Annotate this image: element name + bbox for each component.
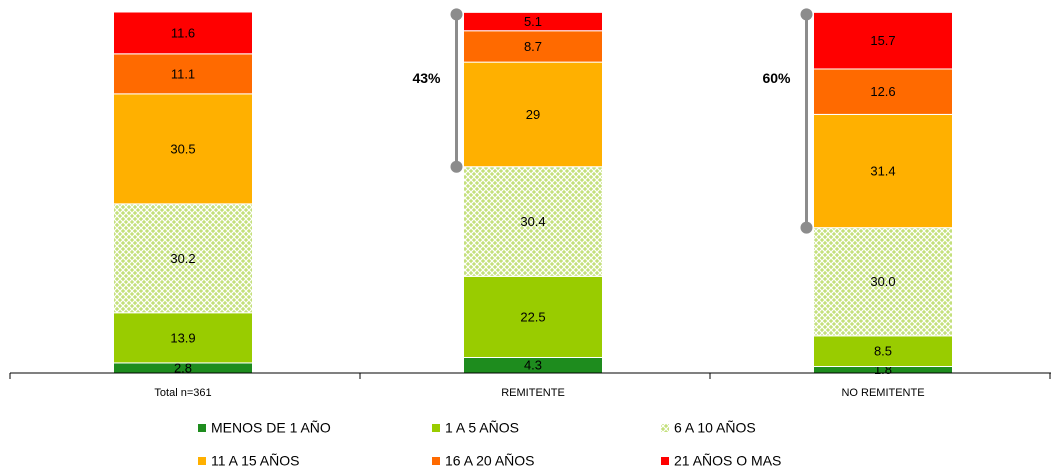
data-label: 8.7 [524, 39, 542, 54]
bar-segment [813, 335, 953, 368]
data-label: 2.8 [174, 360, 192, 375]
bar-segment [813, 11, 953, 70]
data-label: 5.1 [524, 14, 542, 29]
bracket-end [450, 160, 463, 173]
data-label: 13.9 [170, 330, 195, 345]
data-label: 30.4 [520, 214, 545, 229]
data-label: 11.6 [171, 25, 195, 40]
x-tick-label: REMITENTE [501, 387, 565, 399]
annotation: 43% [412, 70, 441, 86]
data-label: 4.3 [524, 358, 542, 373]
legend-label: 21 AÑOS O MAS [674, 453, 781, 469]
bar-segment [463, 11, 603, 32]
bracket-end [800, 221, 813, 234]
legend-label: 6 A 10 AÑOS [674, 420, 756, 436]
data-label: 8.5 [874, 344, 892, 359]
legend-label: 11 A 15 AÑOS [211, 453, 299, 469]
x-tick-label: Total n=361 [154, 387, 211, 399]
bar-segment [463, 61, 603, 168]
bar-segment [463, 275, 603, 358]
data-label: 30.0 [870, 274, 895, 289]
data-label: 30.2 [170, 251, 195, 266]
bar-segment [113, 203, 253, 314]
bar-segment [813, 227, 953, 337]
bar-segment [113, 93, 253, 205]
bar-segment [463, 166, 603, 277]
data-label: 15.7 [870, 33, 895, 48]
bar-segment [113, 312, 253, 364]
bar-segment [813, 68, 953, 115]
legend-swatch [661, 457, 669, 465]
data-label: 11.1 [171, 66, 195, 81]
legend-swatch [432, 424, 440, 432]
x-tick-label: NO REMITENTE [841, 387, 924, 399]
bracket-end [800, 8, 813, 21]
data-label: 22.5 [520, 309, 545, 324]
bar-segment [113, 11, 253, 55]
data-label: 12.6 [870, 84, 895, 99]
legend-swatch [198, 457, 206, 465]
bar-segment [813, 113, 953, 229]
data-label: 29 [526, 107, 540, 122]
legend-label: 16 A 20 AÑOS [445, 453, 535, 469]
legend-label: 1 A 5 AÑOS [445, 420, 519, 436]
data-label: 30.5 [170, 141, 195, 156]
legend-swatch [661, 424, 669, 432]
annotation: 60% [762, 70, 791, 86]
legend-swatch [198, 424, 206, 432]
data-label: 31.4 [870, 163, 895, 178]
bracket-end [450, 8, 463, 21]
legend-label: MENOS DE 1 AÑO [211, 420, 331, 436]
legend-swatch [432, 457, 440, 465]
